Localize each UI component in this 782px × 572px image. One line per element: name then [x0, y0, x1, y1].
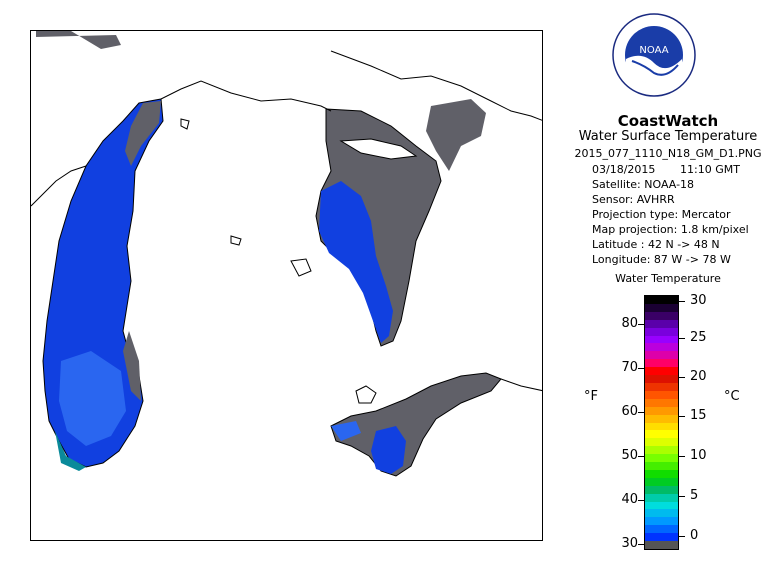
colorbar-swatch — [645, 517, 678, 526]
celsius-tick-label: 5 — [690, 488, 699, 503]
celsius-tick-mark — [679, 338, 685, 339]
manitoulin-island — [339, 138, 418, 160]
colorbar-swatch — [645, 462, 678, 470]
colorbar-swatch — [645, 382, 678, 391]
celsius-tick-label: 0 — [690, 528, 699, 543]
lake-st-clair — [355, 385, 377, 404]
shoreline-ontario — [330, 50, 542, 121]
lake-huron — [315, 108, 442, 347]
colorbar-swatch — [645, 485, 678, 494]
projection-type: Projection type: Mercator — [592, 208, 731, 221]
file-name: 2015_077_1110_N18_GM_D1.PNG — [574, 147, 762, 160]
celsius-tick-label: 15 — [690, 408, 707, 423]
colorbar-swatch — [645, 311, 678, 320]
colorbar-swatch — [645, 351, 678, 360]
colorbar-swatch — [645, 367, 678, 376]
celsius-tick-mark — [679, 416, 685, 417]
unit-celsius: °C — [724, 389, 740, 404]
colorbar-swatch — [645, 501, 678, 510]
shoreline-wisconsin — [31, 165, 87, 207]
fahrenheit-tick-mark — [638, 456, 644, 457]
shoreline-ontario-south — [500, 378, 542, 392]
logo-text: NOAA — [639, 45, 668, 56]
island — [230, 235, 242, 246]
colorbar-swatch — [645, 430, 678, 439]
colorbar-swatch — [645, 477, 678, 486]
colorbar-swatch — [645, 296, 678, 304]
celsius-tick-label: 30 — [690, 293, 707, 308]
fahrenheit-tick-mark — [638, 544, 644, 545]
colorbar-swatch — [645, 303, 678, 312]
colorbar-swatch — [645, 343, 678, 352]
map-projection: Map projection: 1.8 km/pixel — [592, 223, 749, 236]
colorbar-swatch — [645, 525, 678, 534]
longitude-range: Longitude: 87 W -> 78 W — [592, 253, 731, 266]
lake-huron-water — [319, 181, 393, 343]
celsius-tick-label: 20 — [690, 369, 707, 384]
product-title: CoastWatch — [617, 112, 719, 130]
map-frame — [30, 30, 543, 541]
unit-fahrenheit: °F — [584, 389, 598, 404]
lake-michigan-edge — [55, 431, 86, 471]
product-subtitle: Water Surface Temperature — [578, 129, 758, 144]
colorbar-swatch — [645, 319, 678, 328]
celsius-tick-mark — [679, 301, 685, 302]
colorbar-swatch — [645, 414, 678, 423]
celsius-tick-mark — [679, 496, 685, 497]
lake-michigan-cloud-east — [123, 331, 141, 401]
cloud-area-superior-west — [36, 31, 121, 49]
colorbar-swatch — [645, 469, 678, 478]
colorbar-swatch — [645, 335, 678, 344]
inland-lake — [290, 258, 312, 277]
fahrenheit-tick-label: 70 — [621, 360, 638, 375]
fahrenheit-tick-mark — [638, 368, 644, 369]
lake-erie-water — [371, 426, 406, 474]
lake-michigan-warm-area — [59, 351, 126, 446]
colorbar-swatch — [645, 327, 678, 336]
fahrenheit-tick-label: 30 — [621, 536, 638, 551]
temperature-colorbar — [644, 295, 679, 550]
colorbar-swatch — [645, 541, 678, 549]
colorbar-swatch — [645, 422, 678, 431]
image-date: 03/18/2015 — [592, 163, 656, 176]
colorbar-swatch — [645, 390, 678, 399]
lake-michigan-cloud — [125, 101, 161, 166]
fahrenheit-tick-label: 80 — [621, 316, 638, 331]
fahrenheit-tick-label: 40 — [621, 492, 638, 507]
colorbar-swatch — [645, 398, 678, 407]
fahrenheit-tick-mark — [638, 324, 644, 325]
great-lakes-map — [31, 31, 542, 477]
lake-erie-water-west — [331, 421, 361, 441]
colorbar-swatch — [645, 438, 678, 447]
image-time: 11:10 GMT — [680, 163, 740, 176]
celsius-tick-mark — [679, 377, 685, 378]
colorbar-swatch — [645, 533, 678, 542]
colorbar-swatch — [645, 509, 678, 518]
island-small — [180, 118, 190, 130]
fahrenheit-tick-mark — [638, 412, 644, 413]
colorbar-swatch — [645, 493, 678, 502]
shoreline-upper-peninsula — [160, 80, 332, 112]
cloud-area-georgian — [426, 99, 486, 171]
celsius-tick-mark — [679, 456, 685, 457]
celsius-tick-label: 10 — [690, 448, 707, 463]
latitude-range: Latitude : 42 N -> 48 N — [592, 238, 720, 251]
celsius-tick-mark — [679, 536, 685, 537]
fahrenheit-tick-label: 60 — [621, 404, 638, 419]
fahrenheit-tick-mark — [638, 500, 644, 501]
colorbar-swatch — [645, 406, 678, 415]
satellite-info: Satellite: NOAA-18 — [592, 178, 695, 191]
colorbar-swatch — [645, 446, 678, 455]
colorbar-title: Water Temperature — [615, 272, 721, 285]
sensor-info: Sensor: AVHRR — [592, 193, 675, 206]
celsius-tick-label: 25 — [690, 330, 707, 345]
fahrenheit-tick-label: 50 — [621, 448, 638, 463]
colorbar-swatch — [645, 359, 678, 368]
colorbar-swatch — [645, 375, 678, 383]
colorbar-swatch — [645, 454, 678, 463]
noaa-logo: NOAA — [612, 13, 696, 97]
